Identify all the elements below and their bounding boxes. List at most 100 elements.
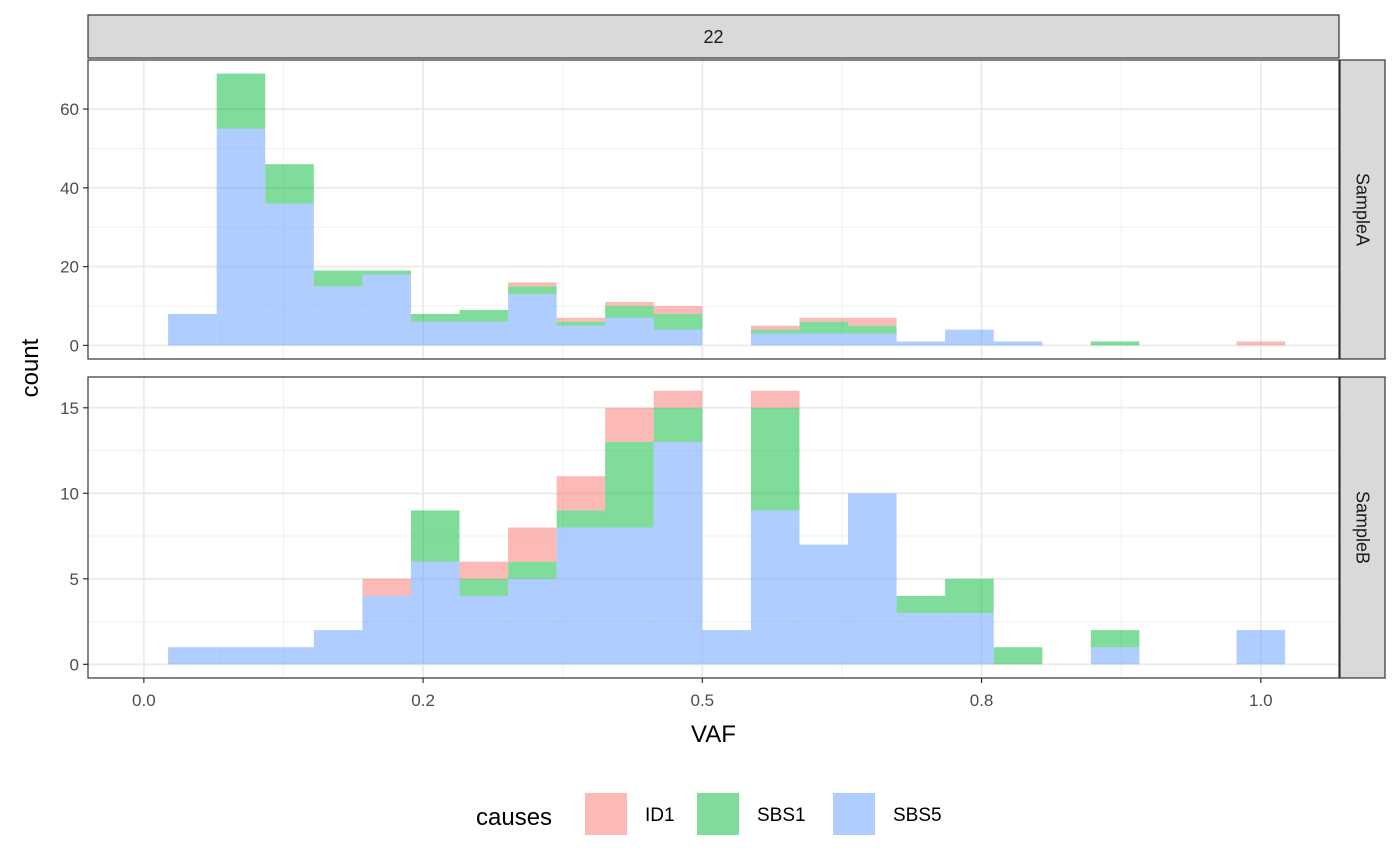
y-tick-label: 0 (70, 655, 79, 674)
x-tick-label: 0.8 (970, 691, 994, 710)
bar-SBS5-bin-0 (168, 313, 217, 346)
bar-SBS1-bin-4 (362, 270, 412, 275)
bar-SBS1-bin-16 (945, 578, 994, 614)
panel-background (88, 377, 1339, 678)
bar-SBS1-bin-7 (508, 286, 557, 295)
bar-SBS1-bin-12 (750, 407, 800, 511)
y-tick-label: 15 (60, 399, 79, 418)
panel-SampleA: 0 20 40 60 SampleA (60, 59, 1386, 360)
bar-SBS5-bin-0 (168, 647, 217, 665)
bar-SBS5-bin-2 (265, 647, 314, 665)
bar-ID1-bin-12 (750, 390, 800, 408)
legend-label-ID1: ID1 (645, 805, 675, 826)
column-strip-background (87, 14, 1340, 59)
bar-SBS1-bin-17 (993, 647, 1043, 665)
bar-SBS1-bin-12 (750, 329, 800, 334)
bar-SBS5-bin-8 (556, 527, 606, 665)
bar-SBS5-bin-5 (410, 321, 460, 346)
bar-SBS5-bin-9 (605, 317, 654, 346)
bar-SBS5-bin-2 (265, 203, 314, 346)
panel-border (87, 376, 1340, 679)
y-tick-label: 20 (60, 258, 79, 277)
bar-SBS5-bin-4 (362, 274, 412, 346)
bar-SBS5-bin-12 (750, 510, 800, 665)
bar-SBS1-bin-6 (459, 578, 509, 596)
x-tick-label: 0.0 (132, 691, 156, 710)
bar-SBS5-bin-6 (459, 595, 509, 665)
bar-ID1-bin-8 (556, 317, 606, 322)
bar-SBS5-bin-14 (847, 333, 897, 346)
legend-label-SBS5: SBS5 (893, 805, 942, 826)
legend-key-SBS5 (833, 793, 875, 835)
row-strip-label: SampleA (1353, 173, 1373, 246)
bar-SBS1-bin-10 (653, 313, 703, 330)
bar-SBS5-bin-5 (410, 561, 460, 665)
bar-SBS1-bin-3 (313, 270, 363, 287)
bar-ID1-bin-14 (847, 317, 897, 326)
legend-key-SBS1 (697, 793, 739, 835)
y-tick-label: 0 (70, 336, 79, 355)
bar-SBS5-bin-1 (216, 128, 266, 346)
bar-SBS5-bin-16 (945, 613, 994, 665)
bar-SBS5-bin-3 (313, 630, 363, 665)
legend-key-ID1 (585, 793, 627, 835)
bar-SBS5-bin-8 (556, 325, 606, 346)
x-tick-label: 1.0 (1249, 691, 1273, 710)
x-tick-label: 0.2 (411, 691, 435, 710)
y-tick-label: 40 (60, 179, 79, 198)
bar-SBS5-bin-14 (847, 493, 897, 665)
bar-SBS5-bin-7 (508, 294, 557, 346)
bar-SBS5-bin-11 (702, 630, 751, 665)
y-axis-title: count (17, 338, 44, 397)
bar-SBS1-bin-9 (605, 306, 654, 318)
legend: causes ID1 SBS1 SBS5 (476, 793, 942, 835)
y-tick-label: 10 (60, 484, 79, 503)
bar-SBS5-bin-4 (362, 595, 412, 665)
bar-SBS1-bin-8 (556, 510, 606, 528)
bar-SBS5-bin-10 (653, 329, 703, 346)
column-strip: 22 (87, 14, 1340, 59)
y-tick-label: 5 (70, 570, 79, 589)
bar-SBS1-bin-13 (799, 321, 849, 334)
bar-SBS1-bin-1 (216, 73, 266, 129)
bar-SBS5-bin-17 (993, 341, 1043, 346)
bar-SBS5-bin-22 (1236, 630, 1286, 665)
bar-ID1-bin-8 (556, 476, 606, 511)
bar-SBS5-bin-13 (799, 333, 849, 346)
row-strip-background (1339, 376, 1386, 679)
bar-ID1-bin-22 (1236, 341, 1286, 346)
bar-ID1-bin-10 (653, 306, 703, 314)
bar-SBS5-bin-15 (896, 613, 946, 665)
bar-SBS1-bin-9 (605, 441, 654, 528)
bar-SBS1-bin-15 (896, 595, 946, 614)
y-tick-label: 60 (60, 100, 79, 119)
bar-SBS5-bin-15 (896, 341, 946, 346)
bar-SBS5-bin-3 (313, 286, 363, 346)
bar-SBS1-bin-5 (410, 313, 460, 322)
bar-SBS1-bin-7 (508, 561, 557, 579)
bar-SBS5-bin-13 (799, 544, 849, 665)
bar-SBS5-bin-10 (653, 441, 703, 665)
bar-SBS5-bin-9 (605, 527, 654, 665)
bar-ID1-bin-13 (799, 317, 849, 322)
bar-SBS1-bin-2 (265, 164, 314, 204)
row-strip-background (1339, 59, 1386, 360)
bar-SBS5-bin-16 (945, 329, 994, 346)
bar-ID1-bin-10 (653, 390, 703, 408)
facet-panels: 0 20 40 60 SampleA 0 5 10 15 SampleB (60, 59, 1386, 679)
bar-ID1-bin-4 (362, 578, 412, 596)
row-strip-label: SampleB (1353, 491, 1373, 564)
bar-SBS5-bin-12 (750, 333, 800, 346)
bar-SBS5-bin-7 (508, 578, 557, 665)
column-strip-label: 22 (703, 27, 723, 47)
bar-SBS1-bin-8 (556, 321, 606, 326)
bar-SBS1-bin-5 (410, 510, 460, 562)
bar-SBS1-bin-6 (459, 309, 509, 322)
panel-border (87, 59, 1340, 360)
bar-SBS1-bin-10 (653, 407, 703, 442)
x-axis-title: VAF (691, 721, 736, 748)
bar-ID1-bin-7 (508, 282, 557, 287)
x-tick-label: 0.5 (691, 691, 715, 710)
panel-SampleB: 0 5 10 15 SampleB (60, 376, 1386, 679)
